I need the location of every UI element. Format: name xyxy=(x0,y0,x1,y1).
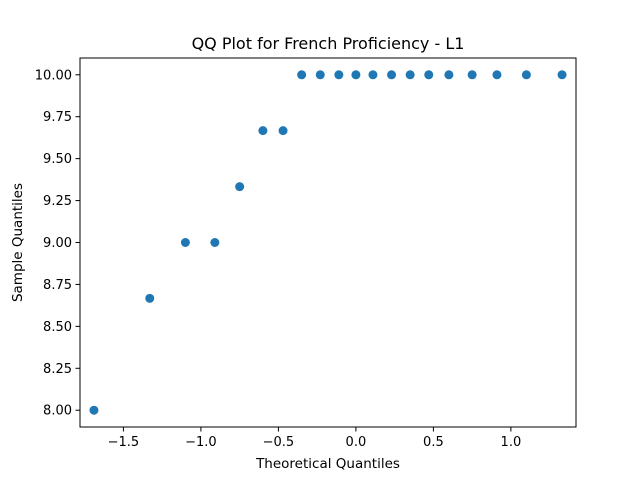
x-tick-label: −0.5 xyxy=(263,435,295,450)
data-point xyxy=(521,70,531,80)
x-tick-label: 0.0 xyxy=(346,435,367,450)
data-point xyxy=(235,182,245,192)
y-axis-ticks: 8.00 8.25 8.50 8.75 9.00 9.25 9.50 9.75 10.00 xyxy=(35,68,80,419)
data-points xyxy=(89,70,567,415)
data-point xyxy=(89,405,99,415)
y-tick-label: 8.00 xyxy=(43,404,72,419)
data-point xyxy=(424,70,434,80)
data-point xyxy=(368,70,378,80)
data-point xyxy=(351,70,361,80)
y-tick-label: 10.00 xyxy=(35,68,72,83)
data-point xyxy=(557,70,567,80)
chart-title: QQ Plot for French Proficiency - L1 xyxy=(192,34,465,53)
y-tick-label: 8.25 xyxy=(43,362,72,377)
data-point xyxy=(180,238,190,247)
data-point xyxy=(405,70,415,80)
data-point xyxy=(444,70,454,80)
data-point xyxy=(210,238,220,247)
y-tick-label: 8.50 xyxy=(43,320,72,335)
data-point xyxy=(315,70,325,80)
data-point xyxy=(258,126,268,136)
x-tick-label: 0.5 xyxy=(423,435,444,450)
data-point xyxy=(334,70,344,80)
data-point xyxy=(278,126,288,136)
data-point xyxy=(387,70,397,80)
x-axis-title: Theoretical Quantiles xyxy=(255,456,400,472)
data-point xyxy=(145,293,155,303)
data-point xyxy=(492,70,502,80)
data-point xyxy=(297,70,307,80)
y-tick-label: 9.00 xyxy=(43,236,72,251)
x-tick-label: 1.0 xyxy=(501,435,522,450)
x-tick-label: −1.0 xyxy=(185,435,217,450)
data-point xyxy=(467,70,477,80)
y-tick-label: 9.25 xyxy=(43,194,72,209)
x-axis-ticks: −1.5 −1.0 −0.5 0.0 0.5 1.0 xyxy=(108,427,522,450)
y-tick-label: 9.75 xyxy=(43,110,72,125)
y-tick-label: 9.50 xyxy=(43,152,72,167)
x-tick-label: −1.5 xyxy=(108,435,140,450)
y-tick-label: 8.75 xyxy=(43,278,72,293)
y-axis-title: Sample Quantiles xyxy=(10,183,26,302)
